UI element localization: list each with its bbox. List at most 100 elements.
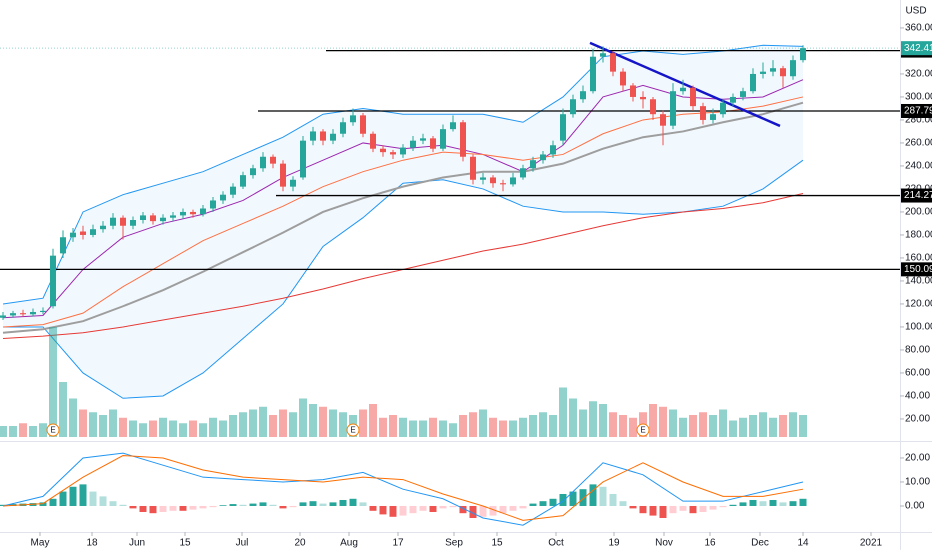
macd-histogram-bar xyxy=(149,505,157,514)
macd-histogram-bar xyxy=(549,498,557,506)
macd-histogram-bar xyxy=(699,505,707,512)
volume-bar xyxy=(559,387,567,437)
y-tick-label: 200.00 xyxy=(905,207,932,218)
volume-bar xyxy=(589,401,597,437)
candle-body xyxy=(760,71,766,74)
macd-histogram-bar xyxy=(69,486,77,506)
y-tick-label: 120.00 xyxy=(905,299,932,310)
candle-body xyxy=(630,85,636,97)
level-label-box xyxy=(901,262,932,277)
candle-body xyxy=(690,87,696,107)
candle-body xyxy=(340,122,346,134)
macd-histogram-bar xyxy=(629,505,637,509)
x-tick-label: Nov xyxy=(655,538,673,549)
y-tick-label: 160.00 xyxy=(905,253,932,264)
candle-body xyxy=(120,217,126,226)
volume-bar xyxy=(79,409,87,437)
candle-body xyxy=(400,147,406,155)
volume-bar xyxy=(599,404,607,437)
macd-histogram-bar xyxy=(539,501,547,506)
macd-histogram-bar xyxy=(349,498,357,506)
volume-bar xyxy=(139,423,147,437)
x-tick-label: May xyxy=(31,538,50,549)
macd-histogram-bar xyxy=(669,505,677,514)
y-tick-label: 100.00 xyxy=(905,322,932,333)
candle-body xyxy=(330,133,336,141)
macd-histogram-bar xyxy=(119,504,127,506)
candle-body xyxy=(140,215,146,220)
macd-histogram-bar xyxy=(439,505,447,509)
volume-bar xyxy=(549,415,557,437)
macd-histogram-bar xyxy=(769,499,777,506)
earnings-marker xyxy=(46,423,60,437)
volume-bar xyxy=(769,417,777,437)
macd-histogram-bar xyxy=(519,505,527,509)
volume-bar xyxy=(749,415,757,437)
volume-bar xyxy=(759,412,767,437)
candle-body xyxy=(590,56,596,92)
macd-histogram-bar xyxy=(749,499,757,506)
volume-bar xyxy=(489,417,497,437)
candle-body xyxy=(550,145,556,155)
last-price-label: 342.41 xyxy=(904,43,932,54)
candle-body xyxy=(0,315,6,318)
earnings-marker xyxy=(346,423,360,437)
volume-bar xyxy=(499,420,507,437)
y-tick-label: 280.00 xyxy=(905,115,932,126)
macd-histogram-bar xyxy=(209,505,217,508)
macd-histogram-bar xyxy=(599,486,607,506)
macd-histogram-bar xyxy=(689,505,697,514)
macd-histogram-bar xyxy=(49,498,57,506)
volume-bar xyxy=(269,415,277,437)
candle-body xyxy=(130,220,136,226)
volume-bar xyxy=(519,417,527,437)
candle-body xyxy=(580,91,586,100)
volume-bar xyxy=(129,420,137,437)
volume-bar xyxy=(699,412,707,437)
candle-body xyxy=(280,163,286,187)
volume-bar xyxy=(459,415,467,437)
candle-body xyxy=(60,237,66,254)
candle-body xyxy=(720,102,726,115)
volume-bar xyxy=(359,409,367,437)
volume-bar xyxy=(299,398,307,437)
candle-body xyxy=(320,131,326,141)
candle-body xyxy=(680,87,686,92)
volume-bar xyxy=(679,417,687,437)
x-tick-label: 14 xyxy=(797,538,809,549)
x-tick-label: Sep xyxy=(445,538,463,549)
volume-bar xyxy=(149,420,157,437)
macd-histogram-bar xyxy=(159,505,167,512)
earnings-marker xyxy=(636,423,650,437)
candle-body xyxy=(390,152,396,155)
candle-body xyxy=(620,71,626,86)
macd-histogram-bar xyxy=(569,491,577,506)
macd-histogram-bar xyxy=(389,505,397,517)
macd-histogram-bar xyxy=(459,505,467,514)
candle-body xyxy=(190,211,196,215)
volume-bar xyxy=(439,420,447,437)
x-tick-label: Jul xyxy=(236,538,249,549)
y-tick-label: 60.00 xyxy=(905,368,930,379)
volume-bar xyxy=(19,423,27,437)
candle-body xyxy=(750,73,756,92)
volume-bar xyxy=(619,415,627,437)
volume-bar xyxy=(309,404,317,437)
volume-bar xyxy=(739,417,747,437)
macd-histogram-bar xyxy=(469,505,477,518)
candle-body xyxy=(470,156,476,180)
x-tick-label: 17 xyxy=(392,538,404,549)
volume-bar xyxy=(689,415,697,437)
volume-bar xyxy=(199,423,207,437)
macd-histogram-bar xyxy=(709,505,717,510)
macd-histogram-bar xyxy=(179,505,187,511)
candle-body xyxy=(460,122,466,157)
macd-histogram-bar xyxy=(509,505,517,511)
volume-bar xyxy=(69,398,77,437)
volume-bar xyxy=(719,409,727,437)
candle-body xyxy=(160,217,166,222)
macd-histogram-bar xyxy=(489,505,497,516)
macd-histogram-bar xyxy=(249,503,257,506)
volume-bar xyxy=(219,420,227,437)
